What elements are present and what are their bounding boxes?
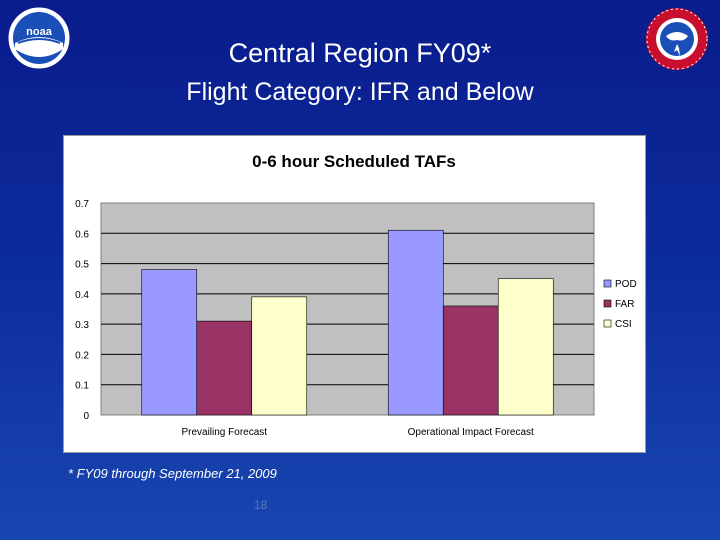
y-axis-ticks: 0 0.1 0.2 0.3 0.4 0.5 0.6 0.7	[75, 199, 89, 422]
chart-legend: POD FAR CSI	[603, 279, 637, 330]
y-tick-label: 0.7	[75, 199, 89, 210]
y-tick-label: 0.6	[75, 229, 89, 240]
bar-csi-1	[251, 296, 308, 416]
x-category-label: Operational Impact Forecast	[408, 427, 534, 438]
legend-label-far: FAR	[615, 299, 634, 310]
y-tick-label: 0	[83, 411, 89, 422]
legend-swatch-csi	[603, 319, 612, 328]
x-category-label: Prevailing Forecast	[181, 427, 267, 438]
slide-subtitle: Flight Category: IFR and Below	[186, 78, 534, 106]
noaa-logo-text: noaa	[26, 26, 53, 38]
bar-pod-2	[387, 229, 444, 416]
bar-csi-2	[497, 278, 554, 416]
legend-swatch-far	[603, 299, 612, 308]
y-tick-label: 0.1	[75, 381, 89, 392]
chart-title: 0-6 hour Scheduled TAFs	[252, 152, 456, 171]
bar-far-2	[442, 305, 499, 416]
bars	[141, 229, 554, 416]
page-number: 18	[254, 498, 268, 512]
footnote: * FY09 through September 21, 2009	[68, 466, 277, 481]
y-tick-label: 0.3	[75, 320, 89, 331]
bar-chart: 0-6 hour Scheduled TAFs 0 0.1 0.2 0.3 0.4 0.5…	[75, 152, 637, 438]
slide-title: Central Region FY09*	[228, 38, 492, 68]
x-axis-labels: Prevailing Forecast Operational Impact Fo…	[181, 427, 534, 438]
bar-far-1	[196, 320, 253, 416]
bar-pod-1	[141, 269, 198, 416]
y-tick-label: 0.5	[75, 260, 89, 271]
chart-panel: 0-6 hour Scheduled TAFs 0 0.1 0.2 0.3 0.4 0.5…	[63, 135, 646, 453]
legend-label-csi: CSI	[615, 319, 632, 330]
legend-swatch-pod	[603, 279, 612, 288]
y-tick-label: 0.2	[75, 350, 89, 361]
noaa-logo: noaa	[6, 5, 72, 71]
legend-label-pod: POD	[615, 279, 637, 290]
nws-logo	[644, 6, 710, 72]
y-tick-label: 0.4	[75, 290, 89, 301]
